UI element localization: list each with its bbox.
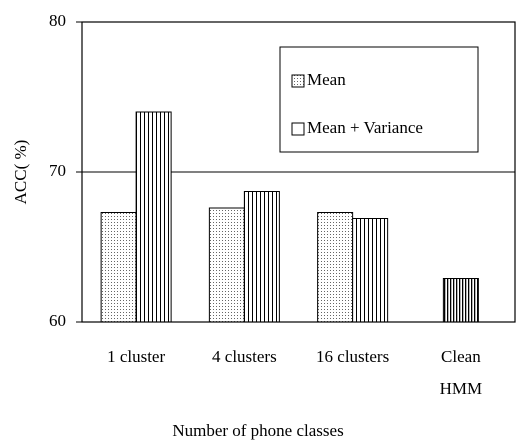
bar	[317, 212, 354, 323]
y-axis-label: ACC( %)	[11, 140, 30, 205]
bar	[352, 218, 389, 323]
x-axis-label: Number of phone classes	[172, 421, 343, 440]
x-tick-label: 1 cluster	[107, 347, 165, 366]
legend-swatch	[291, 74, 305, 88]
legend-label: Mean	[307, 70, 346, 89]
x-tick-label: Clean HMM	[440, 347, 483, 398]
bar	[208, 207, 245, 323]
legend-box	[279, 46, 479, 153]
y-tick-label: 70	[49, 161, 66, 180]
x-tick-label: 16 clusters	[316, 347, 389, 366]
bar	[243, 191, 280, 323]
y-tick-label: 60	[49, 311, 66, 330]
bar	[100, 212, 137, 323]
legend-swatch	[291, 122, 305, 136]
plot-frame	[81, 21, 516, 323]
x-tick-label: 4 clusters	[212, 347, 277, 366]
bar	[135, 111, 172, 323]
y-tick-label: 80	[49, 11, 66, 30]
bar	[442, 278, 479, 323]
legend-label: Mean + Variance	[307, 118, 423, 137]
